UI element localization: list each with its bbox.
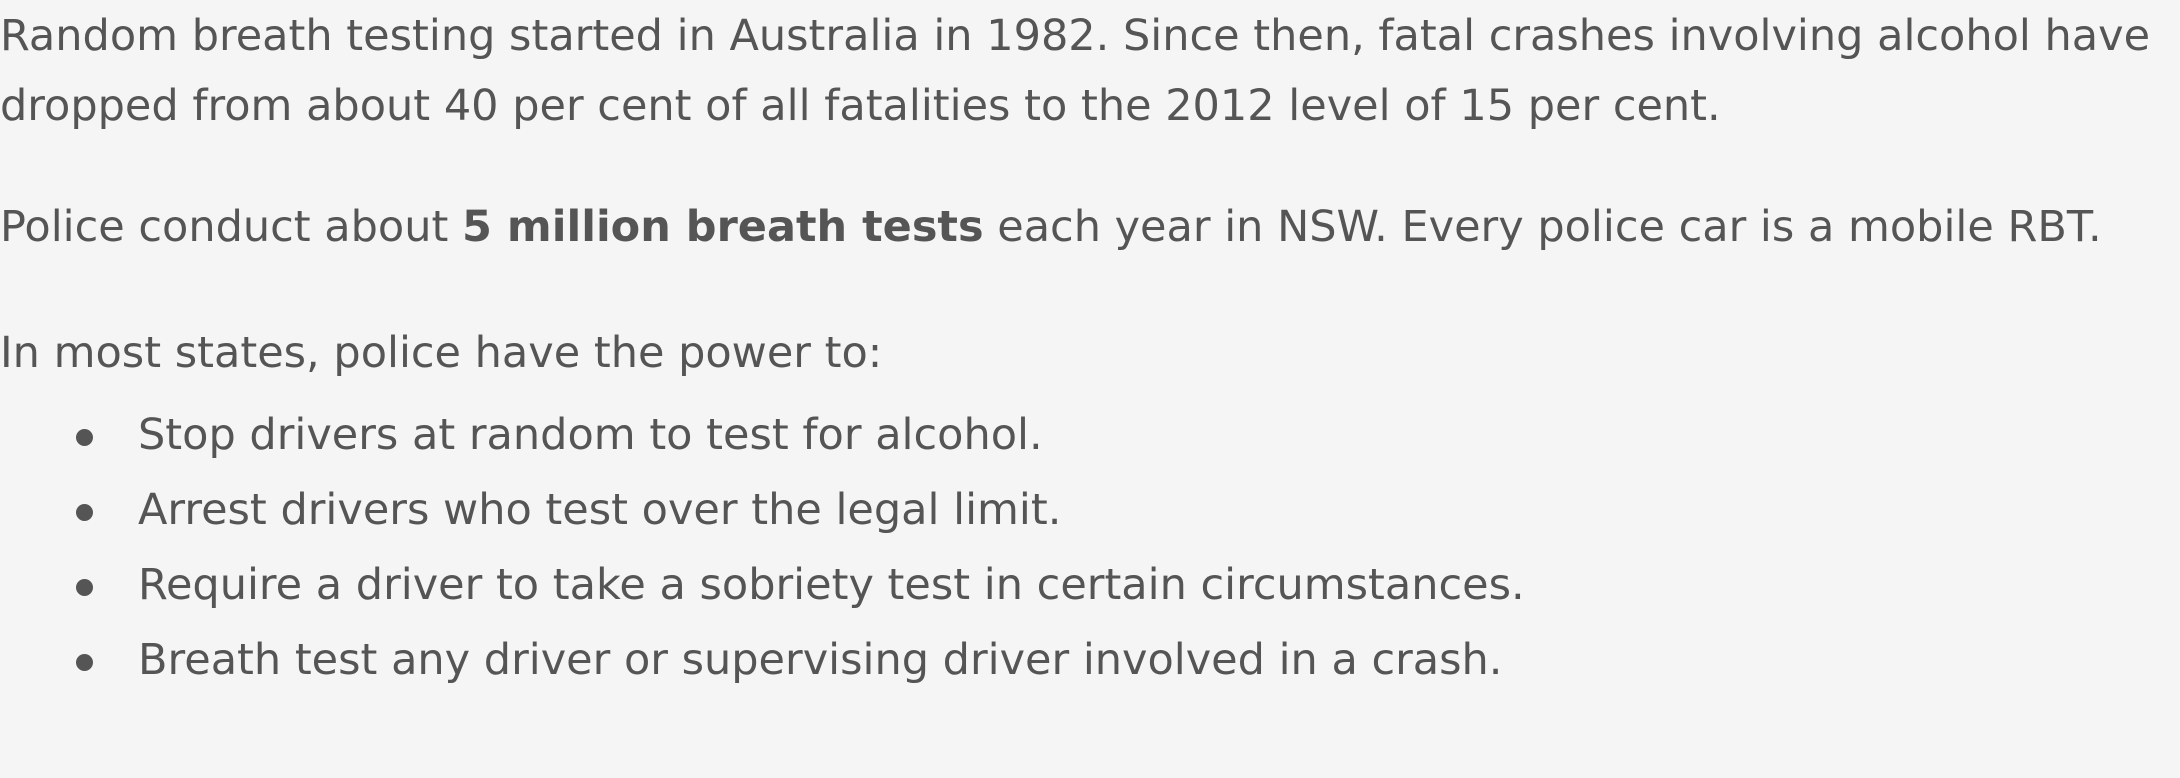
list-item: Breath test any driver or supervising dr… <box>0 623 1525 698</box>
testing-count-highlight: 5 million breath tests <box>462 202 984 252</box>
list-item-text: Require a driver to take a sobriety test… <box>138 560 1525 610</box>
intro-line-1: Random breath testing started in Austral… <box>0 11 2151 61</box>
intro-line-2: dropped from about 40 per cent of all fa… <box>0 81 1721 131</box>
list-item-text: Stop drivers at random to test for alcoh… <box>138 410 1043 460</box>
bullet-icon <box>76 429 93 446</box>
powers-list: Stop drivers at random to test for alcoh… <box>0 398 1525 698</box>
testing-paragraph: Police conduct about 5 million breath te… <box>0 192 2102 262</box>
bullet-icon <box>76 654 93 671</box>
list-item-text: Breath test any driver or supervising dr… <box>138 635 1503 685</box>
powers-intro: In most states, police have the power to… <box>0 328 883 378</box>
bullet-icon <box>76 579 93 596</box>
testing-text-start: Police conduct about <box>0 202 463 252</box>
list-item: Arrest drivers who test over the legal l… <box>0 473 1525 548</box>
testing-text-end: each year in NSW. Every police car is a … <box>983 202 2102 252</box>
list-item-text: Arrest drivers who test over the legal l… <box>138 485 1062 535</box>
list-item: Stop drivers at random to test for alcoh… <box>0 398 1525 473</box>
bullet-icon <box>76 504 93 521</box>
list-item: Require a driver to take a sobriety test… <box>0 548 1525 623</box>
intro-paragraph: Random breath testing started in Austral… <box>0 1 2150 141</box>
